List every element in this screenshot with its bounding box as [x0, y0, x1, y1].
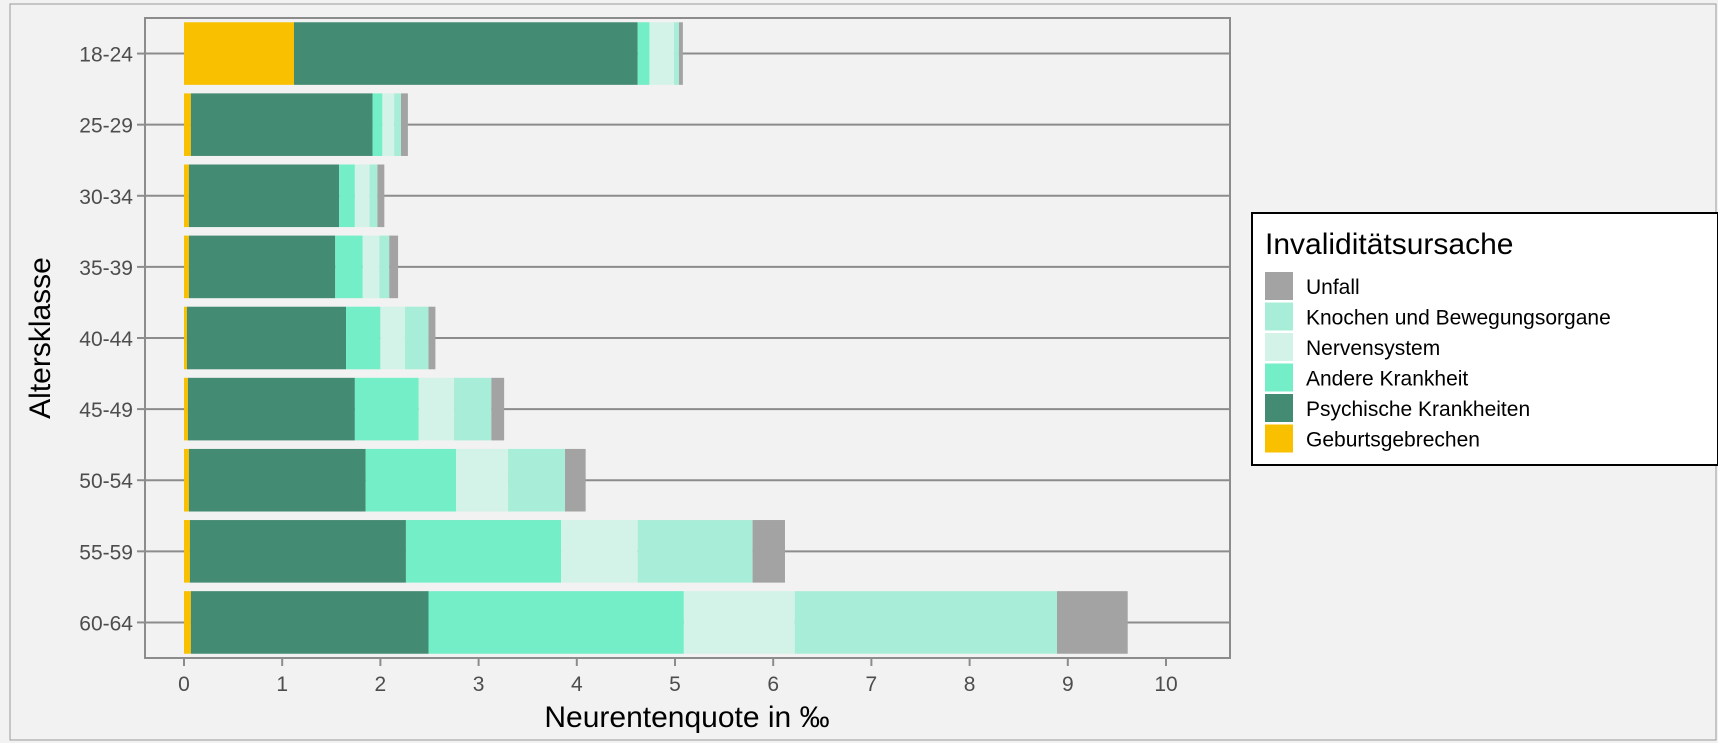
legend-box [1251, 212, 1718, 466]
bar-60-64-geburtsgebrechen [184, 591, 191, 654]
y-tick-label: 35-39 [79, 257, 133, 280]
x-tick-label: 7 [866, 673, 878, 696]
bar-45-49-geburtsgebrechen [184, 377, 188, 441]
bar-60-64-unfall [1056, 591, 1128, 654]
x-axis-title: Neurentenquote in ‰ [544, 701, 829, 734]
bar-35-39-psychische-krankheiten [188, 235, 336, 299]
x-tick-label: 2 [375, 673, 387, 696]
bar-60-64-andere-krankheit [428, 591, 684, 654]
bar-50-54-psychische-krankheiten [188, 448, 366, 512]
x-tick-label: 6 [767, 673, 779, 696]
bar-40-44-geburtsgebrechen [184, 306, 187, 370]
bar-40-44-nervensystem [380, 306, 405, 370]
bar-25-29-psychische-krankheiten [190, 93, 373, 156]
y-axis-title: Altersklasse [24, 257, 57, 419]
x-tick-label: 3 [473, 673, 485, 696]
bar-18-24-unfall [678, 22, 683, 85]
legend: Invaliditätsursache Unfall Knochen und Be… [1251, 212, 1718, 466]
bar-40-44-knochen-und-bewegungsorgane [404, 306, 429, 370]
y-axis-ticks: 18-24 25-29 30-34 35-39 40-44 45-49 50-54 55-59… [79, 44, 145, 635]
bar-25-29-geburtsgebrechen [184, 93, 191, 156]
bar-55-59-geburtsgebrechen [184, 520, 190, 583]
bar-55-59-nervensystem [561, 520, 638, 583]
y-tick-label: 50-54 [79, 470, 133, 493]
bar-60-64-nervensystem [683, 591, 795, 654]
bar-45-49-unfall [491, 377, 505, 441]
legend-label: Andere Krankheit [1306, 368, 1468, 391]
y-tick-label: 18-24 [79, 44, 133, 67]
y-tick-label: 55-59 [79, 541, 133, 564]
bar-25-29-andere-krankheit [372, 93, 383, 156]
bar-50-54-andere-krankheit [365, 448, 457, 512]
y-tick-label: 30-34 [79, 186, 133, 209]
x-tick-label: 5 [669, 673, 681, 696]
legend-swatch [1265, 363, 1293, 392]
bars [184, 22, 1128, 654]
x-tick-label: 10 [1154, 673, 1177, 696]
bar-35-39-geburtsgebrechen [184, 235, 189, 299]
y-tick-label: 40-44 [79, 328, 133, 351]
bar-45-49-andere-krankheit [354, 377, 419, 441]
bar-60-64-knochen-und-bewegungsorgane [794, 591, 1057, 654]
legend-swatch [1265, 272, 1293, 300]
x-tick-label: 9 [1062, 673, 1074, 696]
legend-swatch [1265, 302, 1293, 331]
bar-18-24-geburtsgebrechen [184, 22, 294, 85]
bar-55-59-psychische-krankheiten [189, 520, 406, 583]
bar-18-24-knochen-und-bewegungsorgane [674, 22, 679, 85]
x-tick-label: 4 [571, 673, 583, 696]
bar-55-59-andere-krankheit [405, 520, 562, 583]
legend-label: Psychische Krankheiten [1306, 398, 1530, 421]
bar-55-59-knochen-und-bewegungsorgane [637, 520, 753, 583]
y-tick-label: 60-64 [79, 612, 133, 635]
y-tick-label: 25-29 [79, 115, 133, 138]
bar-40-44-andere-krankheit [346, 306, 381, 370]
bar-25-29-knochen-und-bewegungsorgane [394, 93, 402, 156]
bar-55-59-unfall [752, 520, 785, 583]
bar-30-34-nervensystem [354, 164, 370, 228]
legend-swatch [1265, 394, 1293, 422]
bar-30-34-geburtsgebrechen [184, 164, 189, 228]
bar-35-39-knochen-und-bewegungsorgane [379, 235, 390, 299]
bar-50-54-unfall [565, 448, 586, 512]
bar-35-39-unfall [389, 235, 399, 299]
bar-35-39-andere-krankheit [335, 235, 363, 299]
bar-60-64-psychische-krankheiten [190, 591, 429, 654]
bar-50-54-knochen-und-bewegungsorgane [508, 448, 566, 512]
bar-30-34-andere-krankheit [339, 164, 355, 228]
bar-18-24-nervensystem [649, 22, 675, 85]
legend-swatch [1265, 424, 1293, 453]
x-tick-label: 1 [276, 673, 288, 696]
bar-45-49-psychische-krankheiten [187, 377, 355, 441]
legend-label: Knochen und Bewegungsorgane [1306, 307, 1611, 330]
bar-45-49-knochen-und-bewegungsorgane [454, 377, 492, 441]
legend-label: Geburtsgebrechen [1306, 429, 1480, 452]
bar-45-49-nervensystem [418, 377, 455, 441]
bar-50-54-geburtsgebrechen [184, 448, 189, 512]
legend-label: Nervensystem [1306, 337, 1440, 360]
bar-30-34-knochen-und-bewegungsorgane [369, 164, 378, 228]
legend-label: Unfall [1306, 276, 1360, 299]
x-tick-label: 8 [964, 673, 976, 696]
legend-swatch [1265, 333, 1293, 361]
legend-title: Invaliditätsursache [1265, 228, 1513, 261]
bar-50-54-nervensystem [456, 448, 509, 512]
bar-18-24-psychische-krankheiten [293, 22, 638, 85]
legend-items: Unfall Knochen und Bewegungsorgane Nervens… [1265, 272, 1611, 453]
bar-30-34-unfall [377, 164, 385, 228]
x-axis-ticks: 0 1 2 3 4 5 6 7 8 9 10 [178, 658, 1178, 696]
bar-25-29-nervensystem [382, 93, 395, 156]
bar-25-29-unfall [401, 93, 408, 156]
bar-35-39-nervensystem [362, 235, 380, 299]
bar-30-34-psychische-krankheiten [188, 164, 340, 228]
y-tick-label: 45-49 [79, 399, 133, 422]
bar-40-44-psychische-krankheiten [186, 306, 347, 370]
x-tick-label: 0 [178, 673, 190, 696]
bar-18-24-andere-krankheit [637, 22, 650, 85]
bar-40-44-unfall [428, 306, 436, 370]
